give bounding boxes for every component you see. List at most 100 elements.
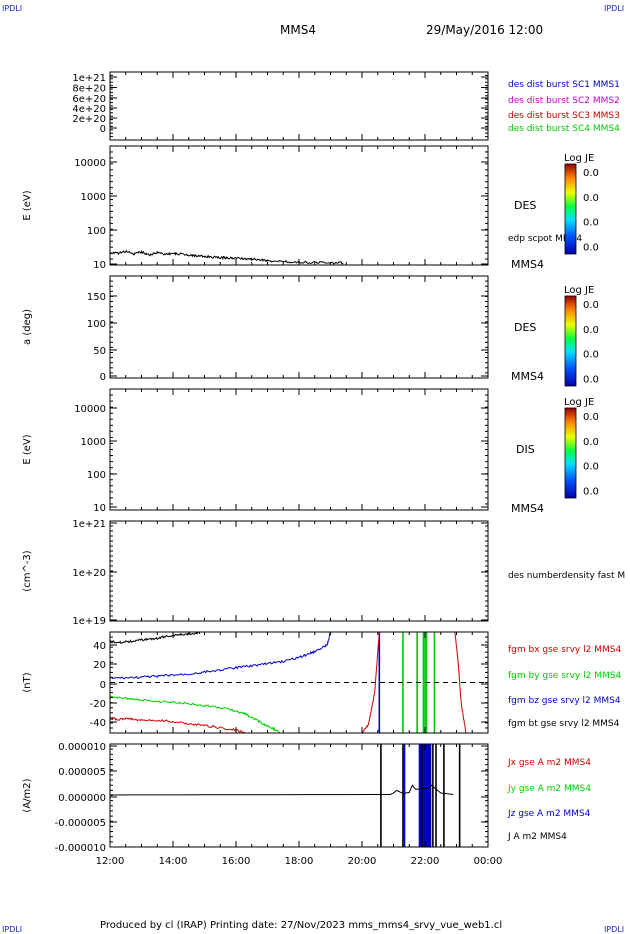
plot-frame xyxy=(109,388,489,511)
y-tick-label: -20 xyxy=(90,699,106,710)
y-tick-label: 150 xyxy=(87,292,106,303)
colorbar-value: 0.0 xyxy=(583,193,599,204)
y-tick-label: 100 xyxy=(87,470,106,481)
colorbar xyxy=(564,295,577,387)
y-axis-label: (cm^-3) xyxy=(22,550,33,591)
plot-frame xyxy=(109,275,489,379)
spacecraft-title: MMS4 xyxy=(280,23,316,37)
colorbar-value: 0.0 xyxy=(583,168,599,179)
colorbar-value: 0.0 xyxy=(583,350,599,361)
overlay-label: edp scpot MMS4 xyxy=(508,234,582,244)
x-tick-label: 12:00 xyxy=(96,856,125,867)
series-line-5 xyxy=(454,631,467,734)
y-tick-label: 10000 xyxy=(74,158,106,169)
instrument-label: DIS xyxy=(516,443,535,456)
y-axis-label: (A/m2) xyxy=(22,778,33,812)
colorbar-value: 0.0 xyxy=(583,487,599,498)
corner-label-bl: IPDLI xyxy=(2,925,22,934)
spacecraft-label: MMS4 xyxy=(511,258,544,271)
colorbar-value: 0.0 xyxy=(583,300,599,311)
colorbar-title: Log JE xyxy=(564,153,594,164)
plot-frame xyxy=(109,71,489,141)
y-tick-label: 1e+19 xyxy=(72,616,106,627)
series-line-2 xyxy=(109,695,281,734)
colorbar-title: Log JE xyxy=(564,285,594,296)
colorbar xyxy=(564,163,577,255)
legend-entry: fgm bt gse srvy l2 MMS4 xyxy=(508,719,620,729)
datetime-title: 29/May/2016 12:00 xyxy=(426,23,543,37)
series-line-0 xyxy=(109,249,344,265)
panel-p2: 10000 1000 100 10 E (eV) DES MMS4 edp scpot MMS… xyxy=(22,145,599,271)
colorbar-value: 0.0 xyxy=(583,462,599,473)
colorbar-value: 0.0 xyxy=(583,325,599,336)
legend-entry: J A m2 MMS4 xyxy=(507,832,567,842)
corner-label-tr: IPDLI xyxy=(604,4,624,13)
y-tick-label: -0.000005 xyxy=(55,818,106,829)
legend-entry: des numberdensity fast M xyxy=(508,571,625,581)
panel-p5: 1e+21 1e+20 1e+19 (cm^-3) des numberdensity … xyxy=(22,519,625,627)
y-tick-label: 10000 xyxy=(74,404,106,415)
legend-entry: des dist burst SC1 MMS1 xyxy=(508,80,620,90)
x-tick-label: 00:00 xyxy=(474,856,503,867)
y-tick-label: 0 xyxy=(100,372,106,383)
y-tick-label: 1e+21 xyxy=(72,519,106,530)
corner-label-tl: IPDLI xyxy=(2,4,22,13)
instrument-label: DES xyxy=(514,321,536,334)
series-line-0 xyxy=(109,784,454,796)
x-tick-label: 16:00 xyxy=(222,856,251,867)
legend-entry: Jx gse A m2 MMS4 xyxy=(507,758,591,768)
y-axis-label: E (eV) xyxy=(22,190,33,220)
legend-entry: des dist burst SC2 MMS2 xyxy=(508,96,620,106)
y-tick-label: 4e+20 xyxy=(72,104,106,115)
spacecraft-label: MMS4 xyxy=(511,502,544,515)
x-tick-label: 18:00 xyxy=(285,856,314,867)
panel-p6: 40 20 0 -20 -40 (nT) fgm bx gse srvy l2 MMS4 fg… xyxy=(22,631,621,734)
y-tick-label: 0.000000 xyxy=(58,793,106,804)
y-tick-label: -0.000010 xyxy=(55,843,106,854)
panel-p3: 150 100 50 0 a (deg) DES MMS4 Log JE 0.0 0.0 0.0 0.… xyxy=(22,275,599,387)
series-line-1 xyxy=(109,631,331,680)
y-tick-label: 8e+20 xyxy=(72,84,106,95)
legend-entry: Jy gse A m2 MMS4 xyxy=(507,784,591,794)
legend-entry: des dist burst SC3 MMS3 xyxy=(508,111,620,121)
series-line-3 xyxy=(109,716,246,734)
y-tick-label: 1e+20 xyxy=(72,568,106,579)
panel-p4: 10000 1000 100 10 E (eV) DIS MMS4 Log JE 0.0 0.0 0… xyxy=(22,388,599,515)
plot-frame xyxy=(109,145,489,266)
plot-frame xyxy=(109,520,489,622)
y-tick-label: 40 xyxy=(93,641,106,652)
y-tick-label: 0.000005 xyxy=(58,767,106,778)
y-tick-label: 2e+20 xyxy=(72,114,106,125)
y-tick-label: -40 xyxy=(90,718,106,729)
current-band-0 xyxy=(418,744,432,847)
y-tick-label: 10 xyxy=(93,503,106,514)
y-axis-label: E (eV) xyxy=(22,434,33,464)
series-line-4 xyxy=(361,631,380,734)
colorbar-title: Log JE xyxy=(564,397,594,408)
y-tick-label: 0 xyxy=(100,124,106,135)
legend-entry: fgm bx gse srvy l2 MMS4 xyxy=(508,645,621,655)
legend-entry: fgm by gse srvy l2 MMS4 xyxy=(508,671,621,681)
footer-credit: Produced by cl (IRAP) Printing date: 27/… xyxy=(100,920,502,931)
spacecraft-label: MMS4 xyxy=(511,370,544,383)
y-axis-label: (nT) xyxy=(22,672,33,692)
y-tick-label: 1000 xyxy=(81,192,106,203)
x-tick-label: 22:00 xyxy=(411,856,440,867)
y-tick-label: 6e+20 xyxy=(72,94,106,105)
colorbar xyxy=(564,407,577,499)
x-tick-label: 20:00 xyxy=(348,856,377,867)
colorbar-value: 0.0 xyxy=(583,243,599,254)
colorbar-value: 0.0 xyxy=(583,218,599,229)
y-tick-label: 1000 xyxy=(81,437,106,448)
corner-label-br: IPDLI xyxy=(604,925,624,934)
instrument-label: DES xyxy=(514,199,536,212)
y-tick-label: 100 xyxy=(87,319,106,330)
y-tick-label: 100 xyxy=(87,226,106,237)
y-tick-label: 50 xyxy=(93,346,106,357)
y-tick-label: 1e+21 xyxy=(72,73,106,84)
legend-entry: fgm bz gse srvy l2 MMS4 xyxy=(508,696,621,706)
legend-entry: Jz gse A m2 MMS4 xyxy=(507,809,591,819)
